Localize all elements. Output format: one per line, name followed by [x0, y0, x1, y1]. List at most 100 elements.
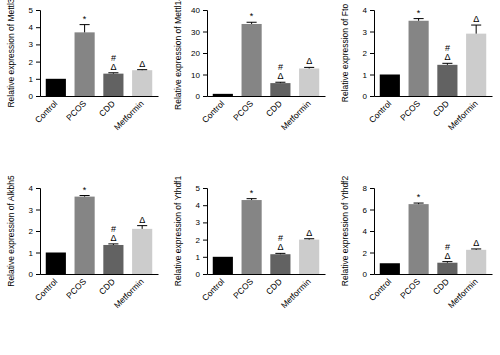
- tick-label: 0: [29, 270, 34, 279]
- tick-mark: [36, 274, 40, 275]
- tick: 4: [196, 201, 207, 210]
- bar: [466, 34, 486, 96]
- tick-mark: [36, 188, 40, 189]
- annotation: Δ: [139, 59, 145, 69]
- annotation: Δ: [110, 233, 116, 243]
- tick-mark: [203, 222, 207, 223]
- tick-label: 1: [196, 253, 201, 262]
- tick-label: PCOS: [231, 98, 255, 122]
- tick-label: 0: [363, 92, 368, 101]
- tick: 4: [29, 184, 40, 193]
- tick: 1: [29, 249, 40, 258]
- error-bar: [108, 72, 118, 74]
- tick-mark: [36, 231, 40, 232]
- tick-label: CDD: [431, 276, 451, 296]
- tick-mark: [370, 210, 374, 211]
- tick-label: 1: [29, 75, 34, 84]
- plot-area: [46, 196, 152, 274]
- tick: 3: [29, 40, 40, 49]
- tick: CDD: [431, 98, 451, 118]
- y-axis-title: Relative expression of Fto: [340, 4, 350, 103]
- tick-label: 2: [29, 227, 34, 236]
- tick-mark: [36, 10, 40, 11]
- tick-mark: [36, 96, 40, 97]
- tick: Control: [33, 98, 60, 125]
- x-axis: ControlPCOSCDDMetformin: [367, 97, 493, 133]
- axis-line: [36, 189, 41, 275]
- tick: 4: [29, 23, 40, 32]
- bar: [380, 75, 400, 97]
- axis-line: [41, 274, 159, 275]
- bar: [299, 68, 319, 96]
- y-axis: 012345: [29, 6, 41, 101]
- tick-label: Control: [367, 276, 394, 303]
- tick-label: 20: [191, 49, 200, 58]
- tick-mark: [203, 240, 207, 241]
- tick-label: 2: [363, 249, 368, 258]
- bar: [46, 253, 66, 275]
- plot-area: [380, 19, 486, 96]
- annotation: Δ: [277, 71, 283, 81]
- tick-mark: [36, 62, 40, 63]
- tick: 40: [191, 6, 207, 15]
- tick: 0: [363, 270, 374, 279]
- bar: [242, 200, 262, 274]
- tick-mark: [36, 253, 40, 254]
- tick: 20: [191, 49, 207, 58]
- error-bar: [108, 244, 118, 245]
- y-axis-title: Relative expression of Ythdf1: [173, 176, 183, 287]
- panel: *#ΔΔ012345ControlPCOSCDDMetforminRelativ…: [173, 176, 326, 311]
- error-bar: [414, 203, 424, 204]
- tick-mark: [203, 75, 207, 76]
- bar: [242, 24, 262, 96]
- error-bar: [304, 67, 314, 68]
- figure: *#ΔΔ012345ControlPCOSCDDMetforminRelativ…: [0, 0, 500, 355]
- tick-mark: [203, 188, 207, 189]
- tick-mark: [36, 44, 40, 45]
- tick: 0: [363, 92, 374, 101]
- tick: 4: [363, 6, 374, 15]
- error-bar: [471, 248, 481, 250]
- tick: 3: [29, 206, 40, 215]
- tick: Control: [367, 276, 394, 303]
- tick-label: 6: [363, 206, 368, 215]
- tick-mark: [203, 10, 207, 11]
- tick-mark: [370, 75, 374, 76]
- tick-mark: [370, 32, 374, 33]
- tick: Control: [200, 276, 227, 303]
- tick: 0: [29, 92, 40, 101]
- annotation: Δ: [444, 251, 450, 261]
- tick-label: Metformin: [279, 98, 313, 132]
- error-bar: [442, 63, 452, 65]
- tick: Metformin: [446, 98, 480, 132]
- tick: 4: [363, 227, 374, 236]
- tick-label: 2: [29, 58, 34, 67]
- annotation: *: [417, 192, 421, 202]
- tick: CDD: [97, 98, 117, 118]
- tick-mark: [370, 96, 374, 97]
- error-bar: [414, 19, 424, 21]
- tick-mark: [36, 210, 40, 211]
- tick-label: PCOS: [64, 276, 88, 300]
- tick: CDD: [97, 276, 117, 296]
- y-axis: 02468: [363, 184, 375, 279]
- tick-label: 3: [196, 218, 201, 227]
- tick: Metformin: [112, 276, 146, 310]
- tick-label: CDD: [97, 98, 117, 118]
- x-axis: ControlPCOSCDDMetformin: [33, 275, 159, 311]
- axis-line: [36, 11, 41, 97]
- tick-mark: [203, 257, 207, 258]
- tick-label: 1: [29, 249, 34, 258]
- bar: [75, 197, 95, 274]
- panel: *#ΔΔ01234ControlPCOSCDDMetforminRelative…: [6, 175, 159, 310]
- bar: [380, 263, 400, 274]
- tick: Metformin: [279, 98, 313, 132]
- annotation: Δ: [110, 62, 116, 72]
- axis-line: [370, 189, 375, 275]
- error-bar: [247, 22, 257, 24]
- annotation: Δ: [444, 52, 450, 62]
- tick: 2: [29, 227, 40, 236]
- bar: [213, 257, 233, 274]
- plot-area: [213, 22, 319, 96]
- y-axis-title: Relative expression of Mettl3: [6, 0, 16, 108]
